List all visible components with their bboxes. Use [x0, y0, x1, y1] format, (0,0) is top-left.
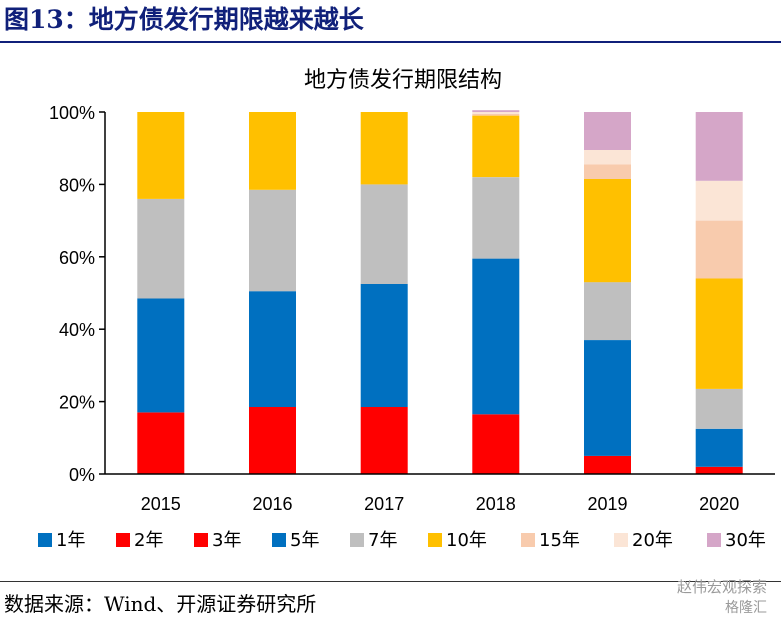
bar-segment-2019-series-6	[584, 164, 631, 179]
y-tick-label: 0%	[69, 465, 95, 485]
bar-segment-2020-series-2	[695, 466, 743, 474]
figure-title: 图13：地方债发行期限越来越长	[4, 5, 364, 34]
legend-swatch-2	[194, 533, 208, 547]
legend-swatch-7	[614, 533, 628, 547]
bar-segment-2015-series-4	[137, 198, 185, 299]
legend-swatch-0	[38, 533, 52, 547]
x-tick-label: 2017	[364, 494, 404, 514]
bar-segment-2017-series-5	[360, 112, 408, 185]
y-tick-label: 40%	[59, 320, 95, 340]
bar-segment-2018-series-5	[472, 115, 520, 178]
bar-segment-2018-series-2	[472, 414, 520, 474]
bar-segment-2020-series-5	[695, 278, 743, 389]
bar-segment-2018-series-3	[472, 258, 520, 415]
bar-segment-2015-series-2	[137, 412, 185, 474]
legend-label-1: 2年	[134, 530, 163, 551]
y-tick-label: 20%	[59, 393, 95, 413]
bar-segment-2020-series-4	[695, 388, 743, 429]
legend-swatch-1	[116, 533, 130, 547]
bar-segment-2018-series-8	[472, 110, 520, 112]
legend: 1年 2年 3年 5年 7年 10年 15年 20年 30年	[38, 530, 766, 551]
bar-segment-2019-series-5	[584, 179, 631, 283]
bar-segment-2015-series-5	[137, 112, 185, 199]
x-tick-label: 2019	[587, 494, 627, 514]
bar-segment-2019-series-8	[584, 112, 631, 150]
bar-segment-2017-series-3	[360, 283, 408, 407]
legend-swatch-6	[521, 533, 535, 547]
bar-segment-2019-series-2	[584, 455, 631, 474]
legend-label-7: 20年	[632, 530, 673, 551]
bar-segment-2018-series-7	[472, 112, 520, 114]
x-tick-label: 2020	[699, 494, 739, 514]
legend-label-0: 1年	[56, 530, 85, 551]
legend-swatch-5	[428, 533, 442, 547]
axes-group: 2015 2016 2017 2018 2019 2020 0% 20% 40% 60% 80% 10…	[49, 103, 775, 514]
legend-label-8: 30年	[725, 530, 766, 551]
bar-segment-2017-series-4	[360, 184, 408, 284]
bar-segment-2018-series-6	[472, 113, 520, 116]
bar-segment-2020-series-7	[695, 180, 743, 221]
title-divider	[0, 41, 781, 43]
watermark-text: 赵伟宏观探索	[676, 578, 767, 596]
bar-segment-2020-series-6	[695, 220, 743, 279]
bars-group	[137, 110, 743, 474]
bar-segment-2018-series-4	[472, 177, 520, 259]
bar-segment-2020-series-3	[695, 428, 743, 467]
bar-segment-2019-series-4	[584, 282, 631, 340]
bar-segment-2016-series-5	[249, 112, 296, 190]
legend-swatch-8	[707, 533, 721, 547]
data-source-note: 数据来源：Wind、开源证券研究所	[4, 592, 317, 616]
y-tick-label: 100%	[49, 103, 95, 123]
y-tick-label: 60%	[59, 248, 95, 268]
legend-label-2: 3年	[212, 530, 241, 551]
chart-title: 地方债发行期限结构	[304, 68, 502, 93]
legend-swatch-4	[350, 533, 364, 547]
bar-segment-2016-series-4	[249, 189, 296, 292]
bar-segment-2016-series-2	[249, 407, 296, 474]
bar-segment-2017-series-2	[360, 407, 408, 474]
y-tick-label: 80%	[59, 175, 95, 195]
stacked-bar-chart: 地方债发行期限结构 2015 2016 2017 2018 2019 2020 0% 20% 4…	[38, 68, 775, 551]
x-tick-label: 2015	[141, 494, 181, 514]
legend-label-3: 5年	[290, 530, 319, 551]
bar-segment-2015-series-3	[137, 298, 185, 413]
legend-label-4: 7年	[368, 530, 397, 551]
source-divider	[0, 581, 781, 582]
bar-segment-2020-series-8	[695, 112, 743, 181]
legend-label-6: 15年	[539, 530, 580, 551]
bar-segment-2016-series-3	[249, 291, 296, 407]
watermark-logo: 格隆汇	[725, 600, 767, 616]
legend-swatch-3	[272, 533, 286, 547]
bar-segment-2019-series-3	[584, 340, 631, 456]
x-tick-label: 2018	[476, 494, 516, 514]
x-tick-label: 2016	[252, 494, 292, 514]
bar-segment-2019-series-7	[584, 150, 631, 165]
legend-label-5: 10年	[446, 530, 487, 551]
